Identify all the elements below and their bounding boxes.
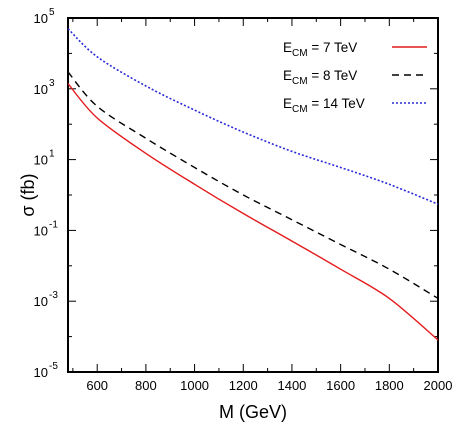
series-layer xyxy=(67,28,439,341)
legend-name-rest: = 8 TeV xyxy=(308,68,358,83)
legend-name-sub: CM xyxy=(292,76,308,87)
x-tick-label: 1400 xyxy=(277,378,306,393)
y-tick-label: 10 xyxy=(34,223,48,238)
x-tick-label: 1800 xyxy=(375,378,404,393)
legend-name-rest: = 14 TeV xyxy=(308,96,365,111)
x-tick-label: 600 xyxy=(86,378,108,393)
series-line-2 xyxy=(67,71,439,299)
y-tick-exponent: -1 xyxy=(49,219,58,230)
x-tick-label: 1000 xyxy=(180,378,209,393)
y-tick-exponent: 5 xyxy=(49,7,55,18)
legend-name-sub: CM xyxy=(292,104,308,115)
legend-name-rest: = 7 TeV xyxy=(308,40,358,55)
legend-label-2: ECM = 8 TeV xyxy=(283,68,357,87)
series-line-3 xyxy=(67,28,439,205)
axis-ticks xyxy=(68,17,439,373)
legend-label-3: ECM = 14 TeV xyxy=(283,96,365,115)
legend-name-sub: CM xyxy=(292,48,308,59)
y-tick-exponent: -3 xyxy=(49,290,58,301)
x-tick-label: 2000 xyxy=(424,378,453,393)
x-tick-label: 1600 xyxy=(326,378,355,393)
legend-name-main: E xyxy=(283,40,292,55)
tick-labels: 600 800 1000 1200 1400 1600 1800 200010-510-310… xyxy=(34,7,453,393)
y-tick-label: 10 xyxy=(34,82,48,97)
y-tick-exponent: 1 xyxy=(49,149,55,160)
x-axis-label: M (GeV) xyxy=(219,402,287,422)
y-tick-label: 10 xyxy=(34,294,48,309)
y-tick-label: 10 xyxy=(34,153,48,168)
plot-frame xyxy=(67,17,439,373)
y-axis-label: σ (fb) xyxy=(18,173,38,216)
legend-label-1: ECM = 7 TeV xyxy=(283,40,357,59)
x-tick-label: 1200 xyxy=(229,378,258,393)
legend-name-main: E xyxy=(283,96,292,111)
y-tick-label: 10 xyxy=(34,11,48,26)
y-tick-exponent: 3 xyxy=(49,78,55,89)
y-tick-label: 10 xyxy=(34,365,48,380)
series-line-1 xyxy=(67,83,439,341)
x-tick-label: 800 xyxy=(135,378,157,393)
legend-name-main: E xyxy=(283,68,292,83)
y-tick-exponent: -5 xyxy=(49,361,58,372)
